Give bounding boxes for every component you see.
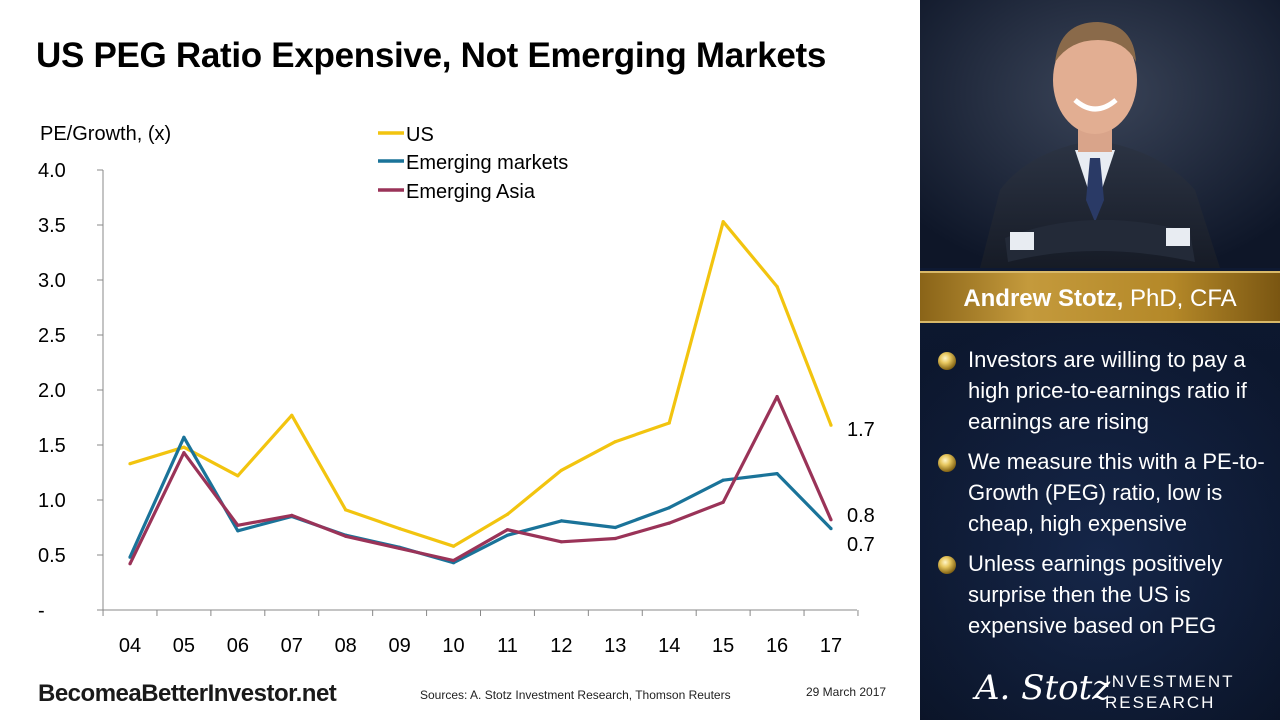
data-point: [505, 533, 510, 537]
end-value-label: 0.7: [847, 534, 875, 556]
x-tick-label: 06: [227, 635, 249, 657]
y-tick-label: 1.0: [38, 490, 66, 512]
website-footer: BecomeaBetterInvestor.net: [38, 680, 337, 707]
y-axis-label: PE/Growth, (x): [40, 123, 171, 145]
x-tick-label: 10: [442, 635, 464, 657]
data-point: [290, 413, 294, 417]
x-tick-label: 07: [281, 635, 303, 657]
logo-signature: A. Stotz: [975, 668, 1111, 708]
company-logo: A. Stotz INVESTMENT RESEARCH: [975, 668, 1275, 714]
presenter-photo: [920, 0, 1280, 268]
data-point: [236, 529, 240, 533]
x-tick-label: 04: [119, 635, 141, 657]
data-point: [128, 462, 132, 466]
end-value-label: 1.7: [847, 419, 875, 441]
x-tick-label: 16: [766, 635, 788, 657]
data-point: [182, 451, 186, 455]
presenter-credentials: PhD, CFA: [1123, 285, 1237, 312]
data-point: [775, 285, 779, 289]
presenter-name-bar: Andrew Stotz, PhD, CFA: [920, 271, 1280, 323]
data-point: [398, 546, 402, 551]
series-line-us: [129, 220, 833, 548]
data-point: [721, 478, 725, 482]
data-point: [236, 474, 240, 478]
bullet-icon: [938, 352, 956, 370]
data-point: [721, 500, 725, 504]
chart-title: US PEG Ratio Expensive, Not Emerging Mar…: [36, 36, 827, 75]
data-point: [667, 506, 671, 510]
data-point: [613, 536, 617, 541]
data-point: [613, 440, 617, 444]
logo-text-line2: RESEARCH: [1105, 693, 1216, 712]
bullet-text: Investors are willing to pay a high pric…: [968, 347, 1247, 434]
x-tick-label: 13: [604, 635, 626, 657]
data-point: [128, 562, 132, 566]
y-tick-label: 3.0: [38, 270, 66, 292]
data-point: [451, 558, 456, 563]
data-point: [829, 518, 833, 522]
x-tick-label: 17: [820, 635, 842, 657]
data-point: [505, 512, 510, 516]
data-point: [505, 528, 510, 532]
data-point: [775, 395, 779, 399]
x-tick-label: 08: [335, 635, 357, 657]
data-point: [829, 527, 833, 531]
data-point: [613, 525, 617, 530]
sources-note: Sources: A. Stotz Investment Research, T…: [420, 688, 731, 702]
bullet-text: We measure this with a PE-to-Growth (PEG…: [968, 449, 1265, 536]
data-point: [559, 468, 563, 472]
y-tick-label: 3.5: [38, 215, 66, 237]
data-point: [128, 555, 132, 559]
data-point: [236, 523, 240, 527]
legend-label: US: [406, 124, 434, 146]
data-point: [344, 534, 348, 538]
series-line-emerging-asia: [128, 395, 833, 565]
legend-label: Emerging markets: [406, 152, 568, 174]
x-tick-label: 05: [173, 635, 195, 657]
data-point: [451, 544, 456, 548]
bullet-text: Unless earnings positively surprise then…: [968, 551, 1223, 638]
x-tick-label: 14: [658, 635, 680, 657]
data-point: [182, 435, 186, 439]
y-tick-label: 0.5: [38, 545, 66, 567]
presenter-name-bold: Andrew Stotz,: [963, 285, 1124, 312]
series-line-emerging-markets: [128, 435, 833, 565]
y-tick-label: 4.0: [38, 160, 66, 182]
x-tick-label: 12: [550, 635, 572, 657]
x-tick-label: 15: [712, 635, 734, 657]
data-point: [667, 521, 671, 525]
chart-panel: US PEG Ratio Expensive, Not Emerging Mar…: [36, 36, 887, 707]
line-chart: - 0.5 1.0 1.5 2.0 2.5 3.0 3.5 4.0 04 05 06 07 08 09 10 1…: [38, 123, 875, 657]
presenter-name: Andrew Stotz, PhD, CFA: [920, 285, 1280, 313]
bullet-icon: [938, 454, 956, 472]
data-point: [182, 445, 186, 449]
data-point: [398, 527, 402, 531]
data-point: [667, 421, 671, 425]
y-tick-label: 2.0: [38, 380, 66, 402]
data-point: [559, 540, 563, 544]
legend-label: Emerging Asia: [406, 181, 536, 203]
logo-text-line1: INVESTMENT: [1105, 672, 1235, 691]
bullet-icon: [938, 556, 956, 574]
x-tick-label: 09: [388, 635, 410, 657]
y-tick-label: -: [38, 600, 45, 622]
data-point: [344, 508, 348, 512]
presenter-panel: Andrew Stotz, PhD, CFA Investors are wil…: [920, 0, 1280, 720]
data-point: [290, 513, 294, 518]
y-tick-label: 1.5: [38, 435, 66, 457]
end-value-label: 0.8: [847, 505, 875, 527]
data-point: [775, 472, 779, 476]
y-tick-label: 2.5: [38, 325, 66, 347]
data-point: [559, 519, 563, 523]
data-point: [829, 423, 833, 427]
x-tick-label: 11: [497, 635, 518, 657]
data-point: [721, 220, 725, 224]
date-note: 29 March 2017: [806, 685, 887, 699]
